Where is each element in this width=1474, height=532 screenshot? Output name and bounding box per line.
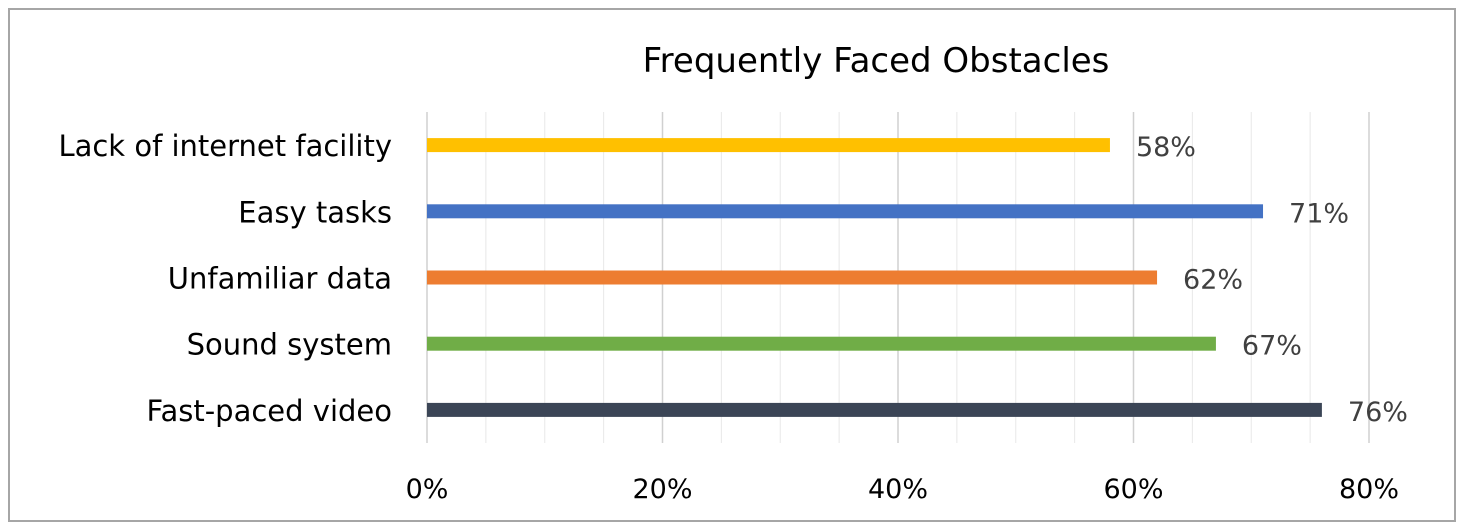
category-label: Sound system <box>187 328 392 362</box>
bar <box>427 336 1216 351</box>
value-label: 62% <box>1183 265 1243 296</box>
bar <box>427 270 1158 285</box>
bars <box>427 138 1322 417</box>
x-tick-label: 20% <box>632 474 692 505</box>
x-tick-label: 60% <box>1103 474 1163 505</box>
value-label: 76% <box>1348 397 1408 428</box>
chart-frame <box>8 8 1456 522</box>
value-label: 71% <box>1289 198 1349 229</box>
category-labels: Lack of internet facility Easy tasks Unfa… <box>58 129 392 428</box>
x-tick-label: 40% <box>868 474 928 505</box>
x-tick-label: 0% <box>406 474 449 505</box>
category-label: Fast-paced video <box>146 394 392 428</box>
value-label: 58% <box>1136 132 1196 163</box>
bar <box>427 204 1264 219</box>
bar <box>427 138 1110 153</box>
category-label: Lack of internet facility <box>58 129 392 163</box>
x-axis-tick-labels: 0% 20% 40% 60% 80% <box>406 474 1399 505</box>
x-tick-label: 80% <box>1339 474 1399 505</box>
chart-title: Frequently Faced Obstacles <box>643 41 1110 81</box>
value-label: 67% <box>1242 331 1302 362</box>
value-labels: 58% 71% 62% 67% 76% <box>1136 132 1408 428</box>
category-label: Unfamiliar data <box>168 262 392 296</box>
category-label: Easy tasks <box>238 195 392 229</box>
bar <box>427 402 1322 417</box>
